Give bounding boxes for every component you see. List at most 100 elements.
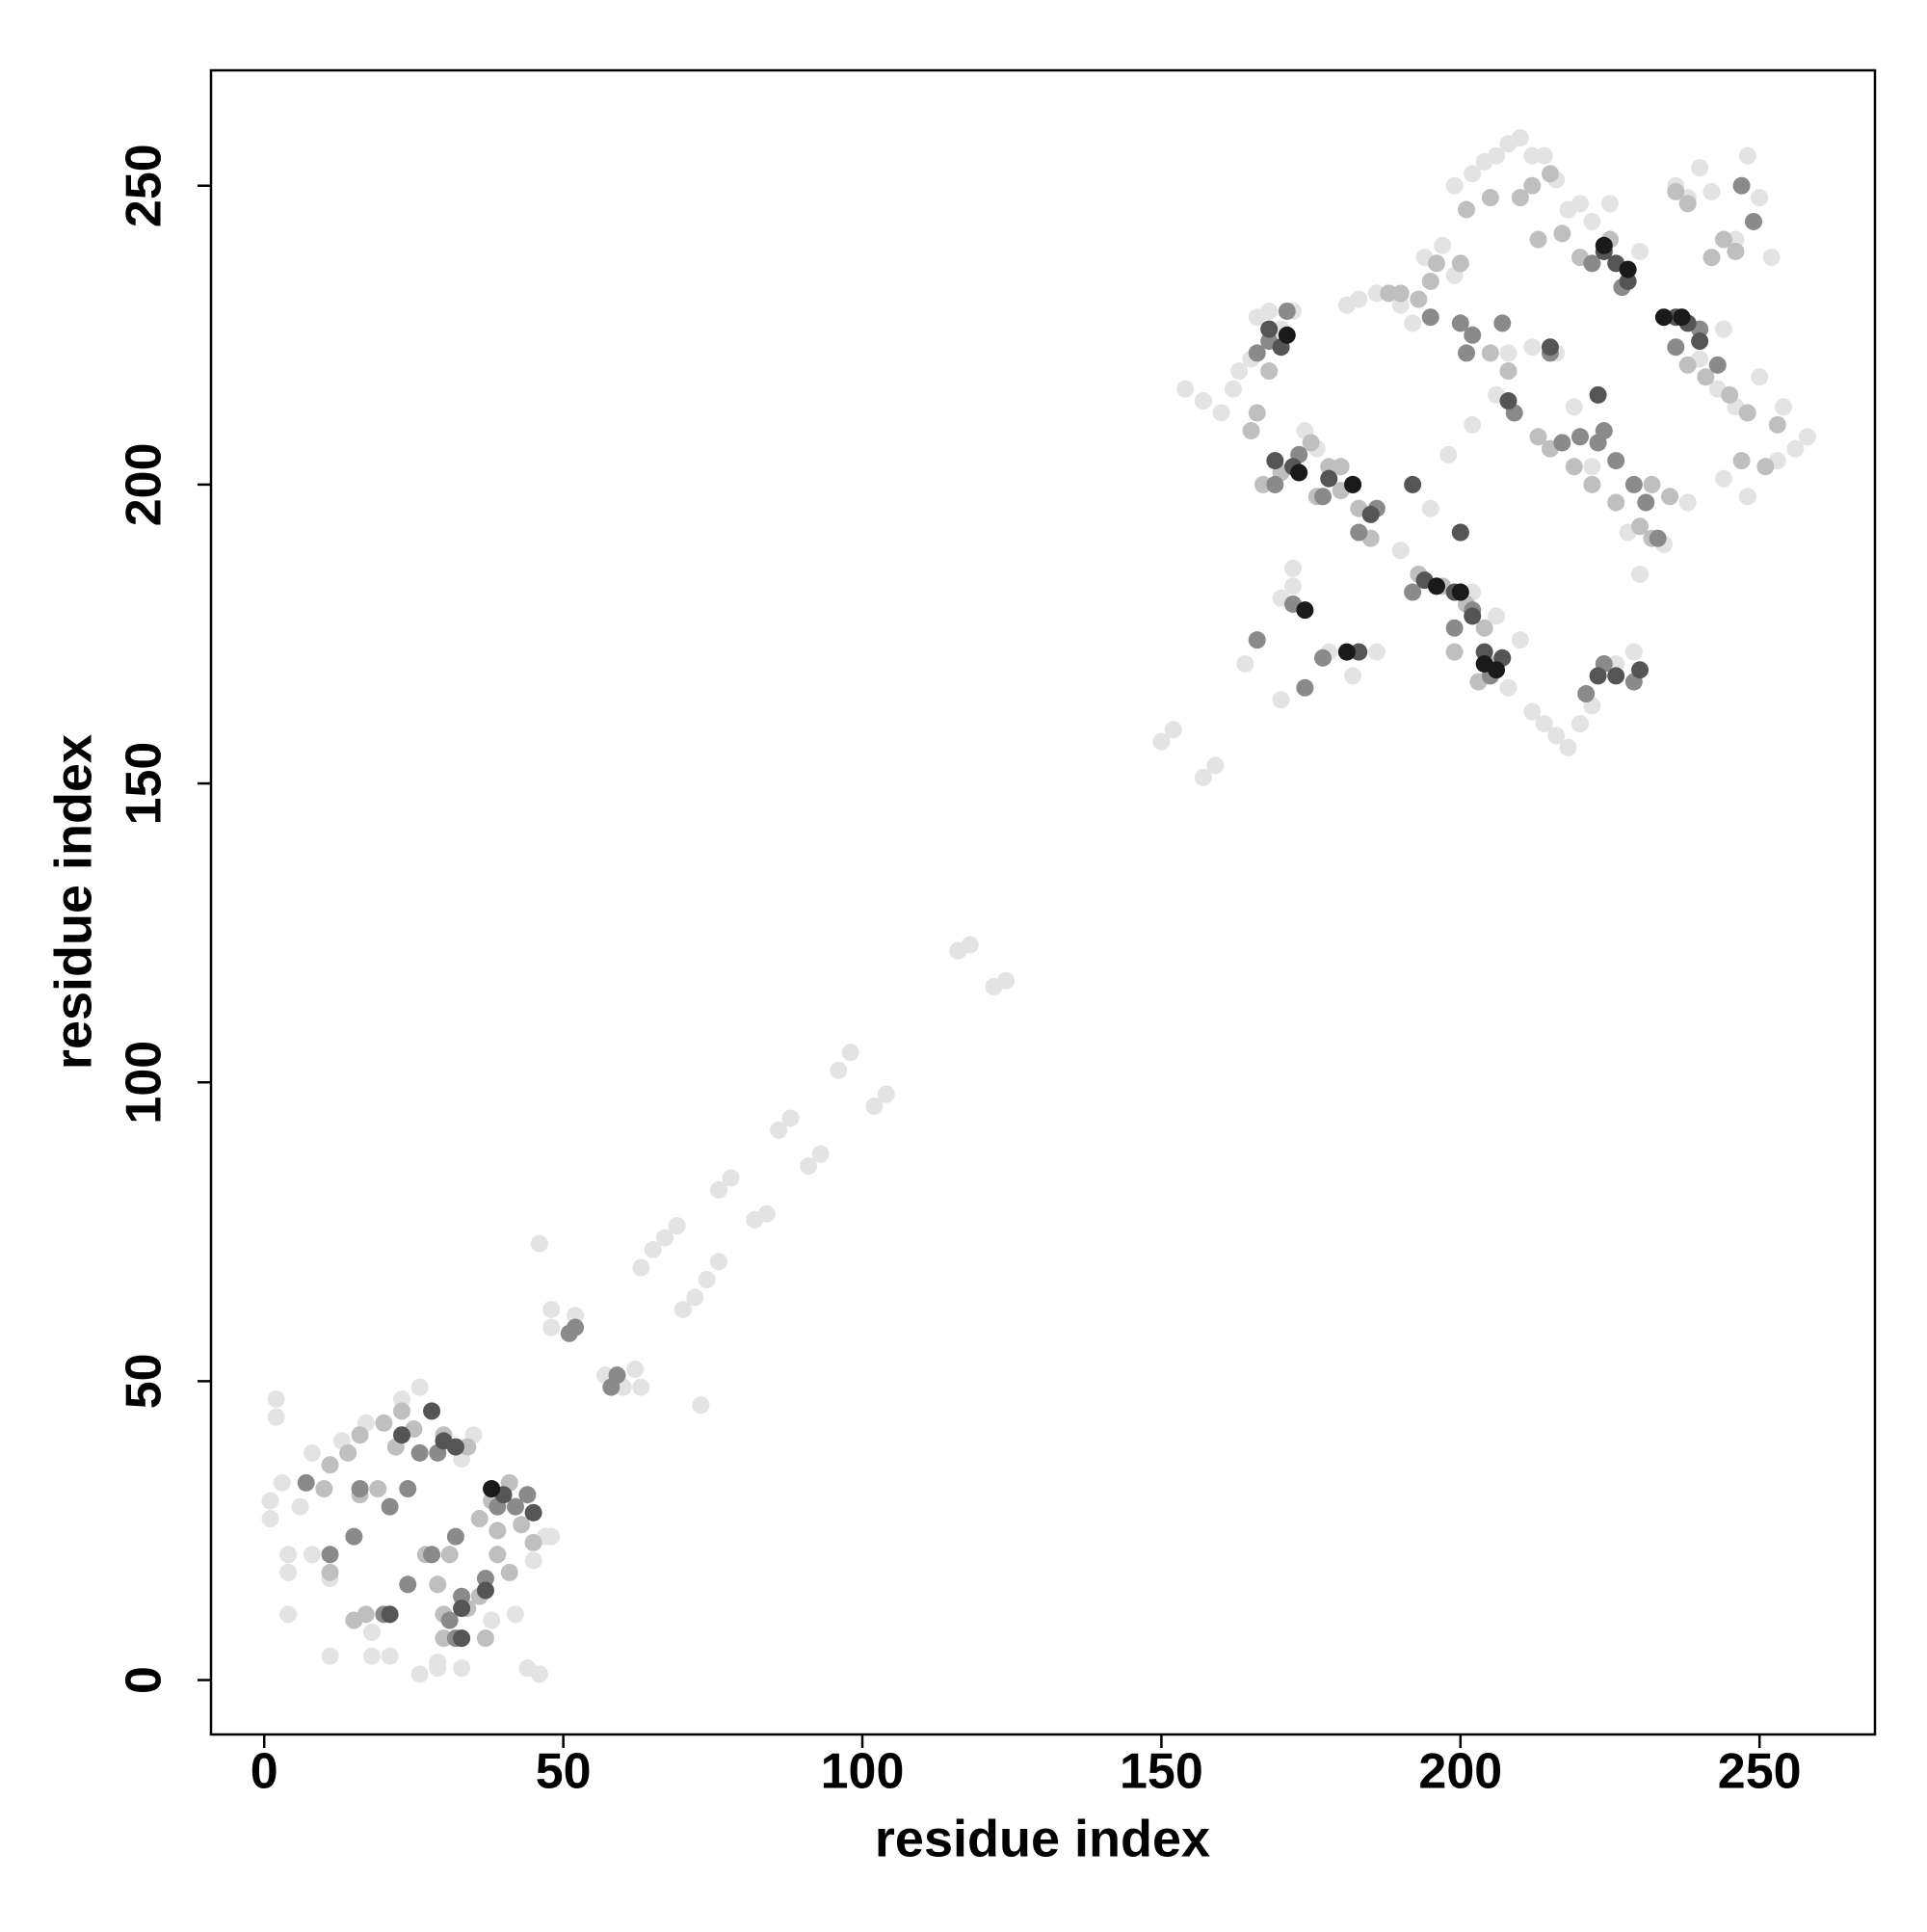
point bbox=[1727, 230, 1745, 249]
point bbox=[1624, 475, 1643, 493]
point bbox=[1272, 691, 1290, 709]
point bbox=[1691, 159, 1709, 177]
point-group bbox=[315, 165, 1786, 1648]
point bbox=[1631, 565, 1650, 583]
point bbox=[345, 1527, 363, 1546]
point bbox=[632, 1258, 650, 1277]
point bbox=[1451, 254, 1469, 273]
point bbox=[506, 1605, 524, 1624]
point bbox=[1350, 523, 1368, 542]
point bbox=[1571, 195, 1589, 213]
point bbox=[997, 971, 1016, 990]
point bbox=[351, 1426, 369, 1444]
plot-frame bbox=[209, 68, 1877, 1736]
point bbox=[1583, 254, 1601, 273]
point bbox=[1266, 475, 1284, 493]
y-tick-label: 0 bbox=[117, 1666, 172, 1694]
point bbox=[1350, 290, 1368, 308]
point bbox=[1427, 577, 1445, 595]
point bbox=[1391, 284, 1410, 303]
point bbox=[692, 1396, 710, 1415]
point bbox=[710, 1253, 728, 1271]
point bbox=[1464, 326, 1482, 344]
point-group bbox=[297, 176, 1762, 1648]
point bbox=[1176, 380, 1195, 398]
point bbox=[1678, 356, 1697, 374]
point bbox=[1607, 452, 1625, 470]
point bbox=[1439, 445, 1458, 463]
point bbox=[1786, 439, 1805, 458]
point bbox=[1511, 189, 1529, 207]
point bbox=[1434, 236, 1452, 254]
point bbox=[1523, 338, 1542, 357]
point bbox=[1427, 254, 1445, 273]
point bbox=[1296, 601, 1314, 620]
point bbox=[644, 1240, 662, 1258]
point bbox=[1488, 146, 1506, 165]
point bbox=[1553, 225, 1571, 243]
point bbox=[811, 1145, 830, 1163]
point bbox=[1458, 200, 1476, 219]
point bbox=[1541, 165, 1559, 183]
point bbox=[1511, 631, 1529, 649]
point bbox=[1212, 404, 1230, 422]
point bbox=[1475, 619, 1493, 637]
point bbox=[1248, 631, 1266, 649]
point bbox=[1732, 176, 1751, 195]
point bbox=[1571, 428, 1589, 446]
point bbox=[393, 1389, 411, 1408]
point bbox=[291, 1497, 309, 1516]
point bbox=[1488, 607, 1506, 625]
point bbox=[1703, 249, 1721, 267]
point bbox=[1751, 368, 1769, 386]
point bbox=[1230, 362, 1249, 381]
point bbox=[1523, 176, 1542, 195]
point bbox=[865, 1098, 884, 1116]
point bbox=[1481, 189, 1499, 207]
point bbox=[476, 1570, 494, 1588]
point bbox=[1667, 182, 1685, 200]
point bbox=[1404, 583, 1422, 601]
point bbox=[1164, 721, 1182, 739]
point bbox=[1624, 643, 1643, 661]
point bbox=[273, 1473, 291, 1492]
point bbox=[1523, 146, 1542, 165]
point bbox=[279, 1563, 298, 1581]
x-tick-label: 100 bbox=[821, 1744, 905, 1800]
point bbox=[1607, 654, 1625, 673]
x-axis-label: residue index bbox=[875, 1810, 1210, 1867]
point bbox=[1697, 368, 1715, 386]
point bbox=[1421, 308, 1439, 327]
point bbox=[1619, 272, 1637, 290]
point-group bbox=[483, 236, 1691, 1498]
point bbox=[1654, 308, 1673, 327]
point bbox=[1380, 284, 1398, 303]
point bbox=[1738, 404, 1756, 422]
point bbox=[542, 1300, 561, 1318]
point bbox=[453, 1600, 471, 1618]
point bbox=[279, 1605, 298, 1624]
point bbox=[1637, 493, 1655, 512]
point bbox=[500, 1563, 518, 1581]
point bbox=[1589, 667, 1607, 685]
point bbox=[410, 1665, 429, 1683]
point bbox=[1529, 428, 1547, 446]
point bbox=[1493, 314, 1512, 332]
point bbox=[1583, 212, 1601, 230]
point bbox=[1703, 182, 1721, 200]
y-tick-label: 150 bbox=[117, 742, 172, 826]
point bbox=[524, 1503, 542, 1522]
point bbox=[1732, 452, 1751, 470]
point bbox=[1667, 338, 1685, 357]
point bbox=[1721, 385, 1739, 404]
point bbox=[781, 1109, 800, 1127]
point bbox=[453, 1587, 471, 1605]
point bbox=[1714, 320, 1732, 338]
point bbox=[440, 1611, 459, 1629]
point bbox=[530, 1234, 548, 1253]
point bbox=[375, 1414, 393, 1432]
point bbox=[1607, 493, 1625, 512]
point bbox=[297, 1473, 315, 1492]
point bbox=[362, 1647, 381, 1665]
y-tick-label: 50 bbox=[117, 1353, 172, 1409]
